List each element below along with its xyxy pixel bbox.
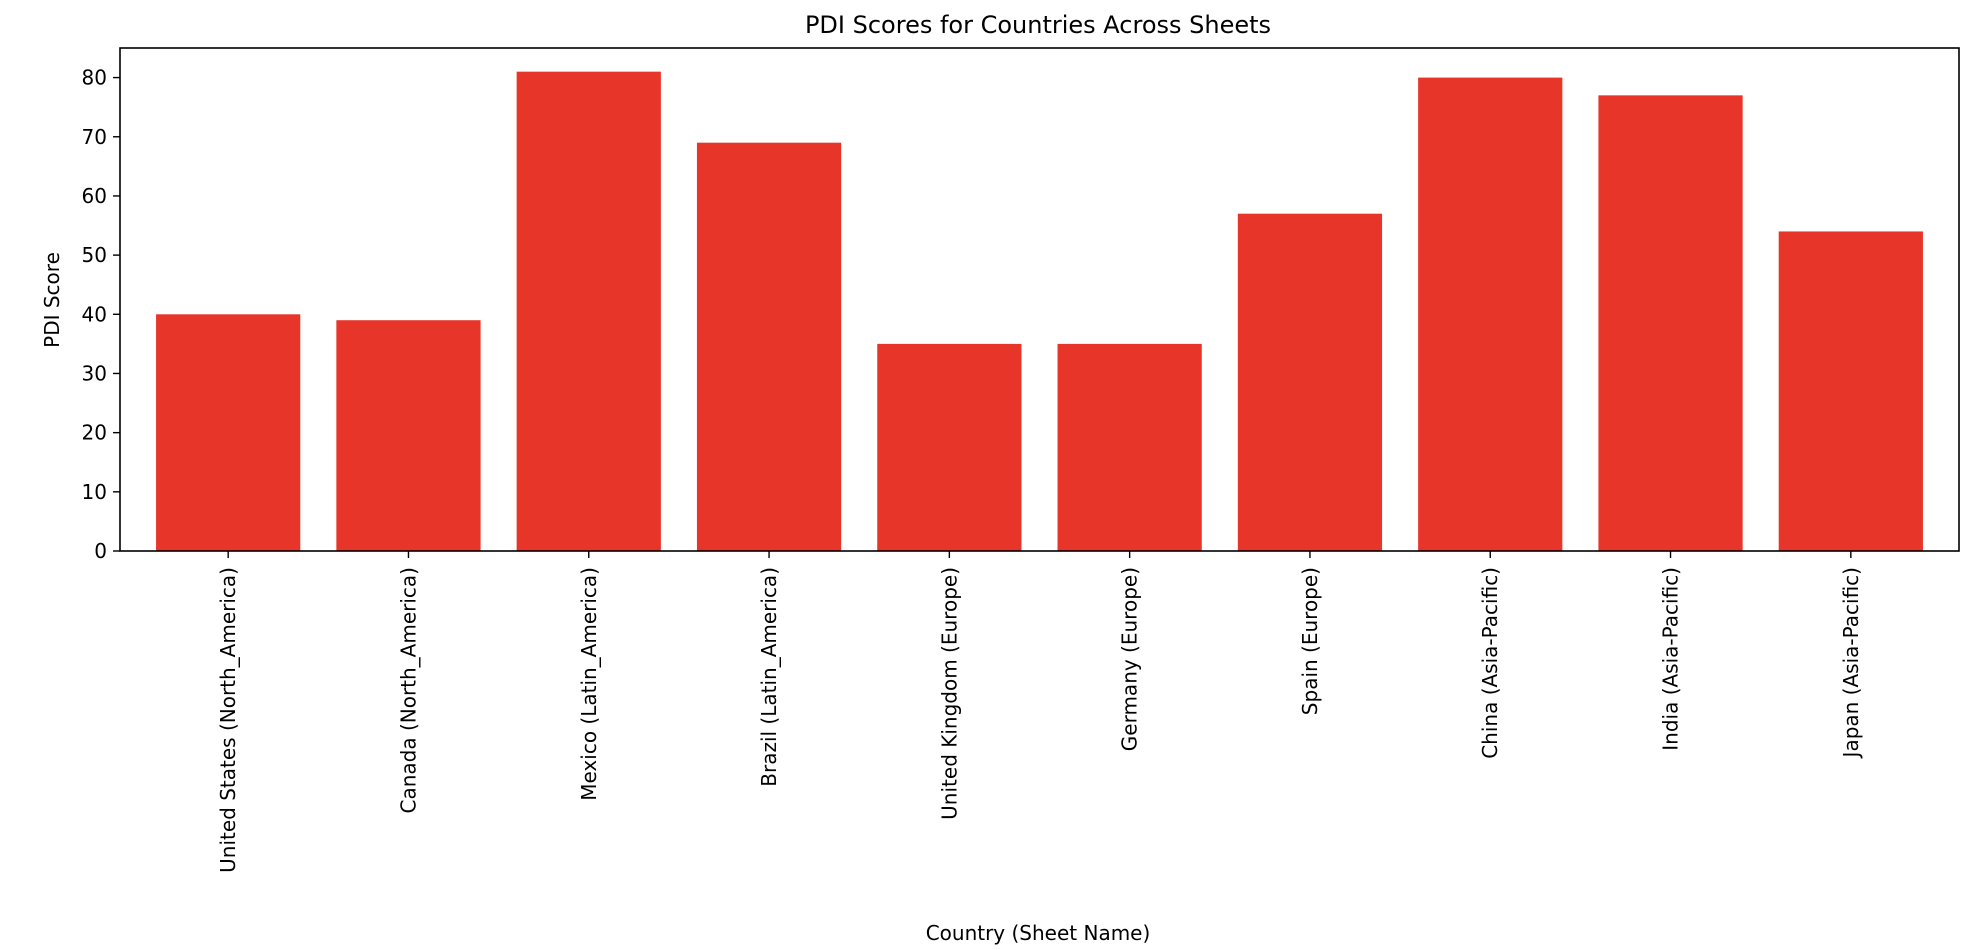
bar bbox=[516, 71, 661, 551]
y-tick-label: 80 bbox=[82, 66, 107, 90]
y-tick-label: 30 bbox=[82, 361, 107, 385]
chart-title: PDI Scores for Countries Across Sheets bbox=[805, 11, 1271, 39]
y-tick-label: 60 bbox=[82, 184, 107, 208]
x-tick-label: Mexico (Latin_America) bbox=[577, 567, 601, 801]
bars bbox=[156, 71, 1923, 552]
x-axis: United States (North_America) Canada (Nor… bbox=[216, 551, 1863, 873]
x-tick-label: Spain (Europe) bbox=[1298, 567, 1322, 715]
bar bbox=[1057, 343, 1202, 551]
bar bbox=[156, 314, 301, 551]
x-tick-label: Brazil (Latin_America) bbox=[757, 567, 781, 787]
x-tick-label: Canada (North_America) bbox=[396, 567, 420, 814]
x-tick-label: Japan (Asia-Pacific) bbox=[1839, 567, 1863, 759]
x-tick-label: India (Asia-Pacific) bbox=[1659, 567, 1683, 751]
x-tick-label: China (Asia-Pacific) bbox=[1478, 567, 1502, 759]
bar bbox=[1418, 77, 1563, 552]
bar bbox=[696, 142, 842, 551]
x-axis-label: Country (Sheet Name) bbox=[926, 921, 1151, 945]
bar bbox=[877, 343, 1022, 551]
y-tick-label: 50 bbox=[82, 243, 107, 267]
x-tick-label: United States (North_America) bbox=[216, 567, 240, 873]
bar bbox=[1778, 231, 1923, 551]
bar bbox=[336, 320, 481, 551]
x-tick-label: Germany (Europe) bbox=[1118, 567, 1142, 751]
y-tick-label: 10 bbox=[82, 480, 107, 504]
y-axis: 0 10 20 30 40 50 60 70 80 bbox=[82, 66, 120, 563]
y-tick-label: 0 bbox=[94, 539, 107, 563]
bar bbox=[1598, 95, 1743, 551]
x-tick-label: United Kingdom (Europe) bbox=[937, 567, 961, 820]
plot-frame bbox=[119, 47, 1960, 552]
y-axis-label: PDI Score bbox=[40, 252, 64, 348]
y-tick-label: 40 bbox=[82, 302, 107, 326]
y-tick-label: 20 bbox=[82, 421, 107, 445]
y-tick-label: 70 bbox=[82, 125, 107, 149]
bar bbox=[1237, 213, 1383, 551]
